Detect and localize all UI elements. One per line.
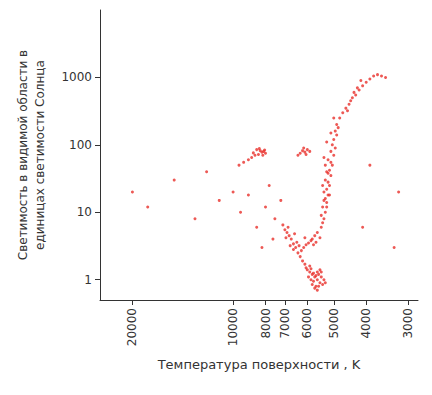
svg-text:6000: 6000 [300,308,314,339]
svg-text:1000: 1000 [61,70,92,84]
svg-text:10000: 10000 [226,308,240,346]
svg-text:единицах светимости Солнца: единицах светимости Солнца [33,60,47,250]
svg-text:7000: 7000 [278,308,292,339]
svg-text:Светимость в видимой области в: Светимость в видимой области в [16,50,30,260]
svg-text:Температура поверхности , K: Температура поверхности , K [157,357,361,372]
svg-text:10: 10 [77,205,92,219]
svg-text:3000: 3000 [401,308,415,339]
svg-text:20000: 20000 [125,308,139,346]
svg-text:8000: 8000 [259,308,273,339]
svg-text:5000: 5000 [327,308,341,339]
svg-text:1: 1 [84,273,92,287]
svg-text:100: 100 [69,138,92,152]
svg-text:4000: 4000 [359,308,373,339]
